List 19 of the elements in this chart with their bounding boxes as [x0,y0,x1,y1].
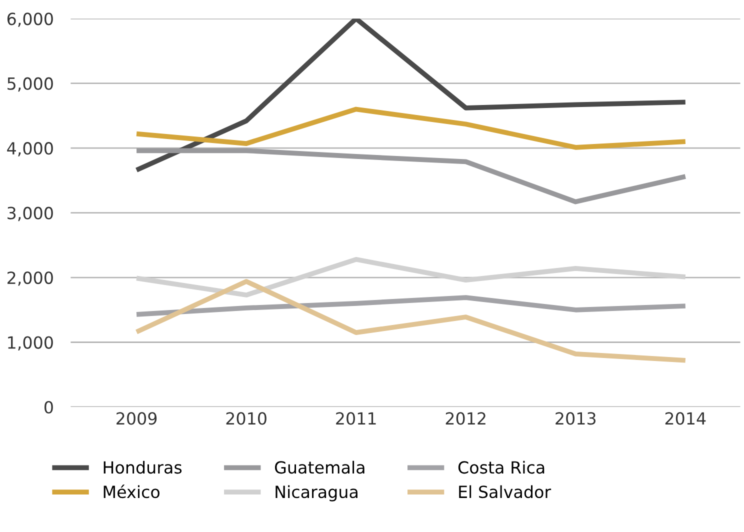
x-tick-label: 2013 [556,412,596,425]
x-tick-label: 2012 [446,412,486,425]
y-tick-label: 1,000 [8,336,53,351]
legend-label: Costa Rica [458,460,544,474]
x-tick-label: 2009 [116,412,157,425]
y-tick-label: 3,000 [8,206,53,222]
y-tick-label: 4,000 [7,142,53,156]
legend-label: El Salvador [459,485,552,498]
x-tick-label: 2011 [336,412,376,425]
x-tick-label: 2014 [665,412,706,425]
legend-label: Nicaragua [276,485,358,502]
legend-label: México [104,484,160,498]
x-tick-label: 2010 [226,412,266,425]
y-tick-label: 5,000 [8,77,53,92]
y-tick-label: 2,000 [8,271,53,286]
legend-label: Guatemala [274,460,364,474]
legend-label: Honduras [104,460,182,474]
y-tick-label: 0 [44,400,53,414]
y-tick-label: 6,000 [7,12,53,27]
